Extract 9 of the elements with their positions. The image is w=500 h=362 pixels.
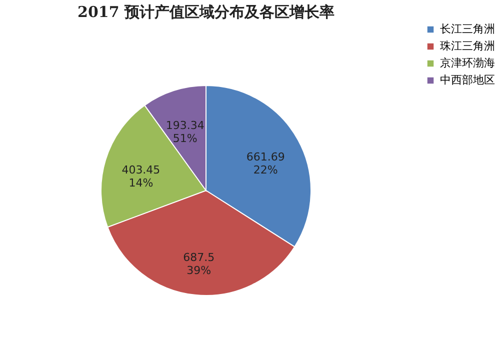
legend-label: 长江三角洲 [440, 22, 495, 36]
legend-label: 中西部地区 [440, 74, 495, 86]
data-label: 403.45 14% [122, 164, 160, 190]
data-label: 687.5 39% [183, 251, 215, 278]
data-label: 193.34 51% [166, 118, 204, 145]
legend-label: 京津环渤海 [440, 56, 495, 70]
data-label: 661.69 22% [246, 150, 285, 177]
chart-title: 2017 预计产值区域分布及各区增长率 [78, 3, 334, 21]
legend-label: 珠江三角洲 [440, 40, 495, 52]
